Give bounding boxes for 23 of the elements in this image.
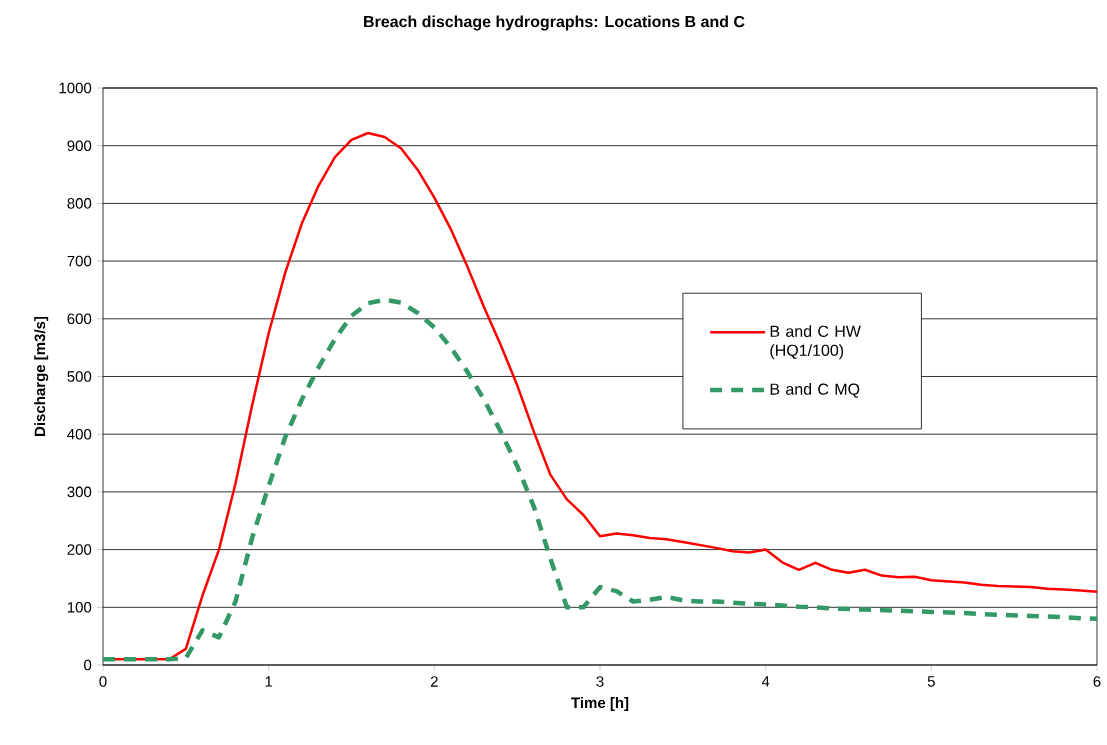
y-tick-label: 1000 <box>59 82 92 94</box>
y-tick-label: 700 <box>67 255 92 267</box>
y-tick-label: 300 <box>67 486 92 498</box>
y-tick-label: 800 <box>67 198 92 209</box>
x-tick-label: 3 <box>596 676 604 687</box>
chart-title: Breach dischage hydrographs: Locations B and C <box>364 15 745 31</box>
x-tick-label: 6 <box>1093 676 1101 687</box>
y-axis-title: Discharge [m3/s] <box>34 316 49 436</box>
y-tick-label: 200 <box>67 544 92 555</box>
legend-label: B and C MQ <box>770 383 860 398</box>
legend-label: B and C HW (HQ1/100) <box>770 325 861 360</box>
y-tick-label: 0 <box>84 659 92 671</box>
x-axis-title: Time [h] <box>571 697 629 711</box>
x-tick-label: 2 <box>430 676 438 687</box>
y-tick-label: 100 <box>67 601 92 613</box>
x-tick-label: 5 <box>927 676 935 687</box>
y-tick-label: 900 <box>67 140 92 151</box>
x-tick-label: 1 <box>265 676 273 687</box>
x-tick-label: 0 <box>99 676 107 687</box>
x-tick-label: 4 <box>761 676 770 687</box>
y-tick-label: 400 <box>67 428 92 440</box>
y-tick-label: 600 <box>67 313 92 325</box>
y-tick-label: 500 <box>67 371 92 382</box>
